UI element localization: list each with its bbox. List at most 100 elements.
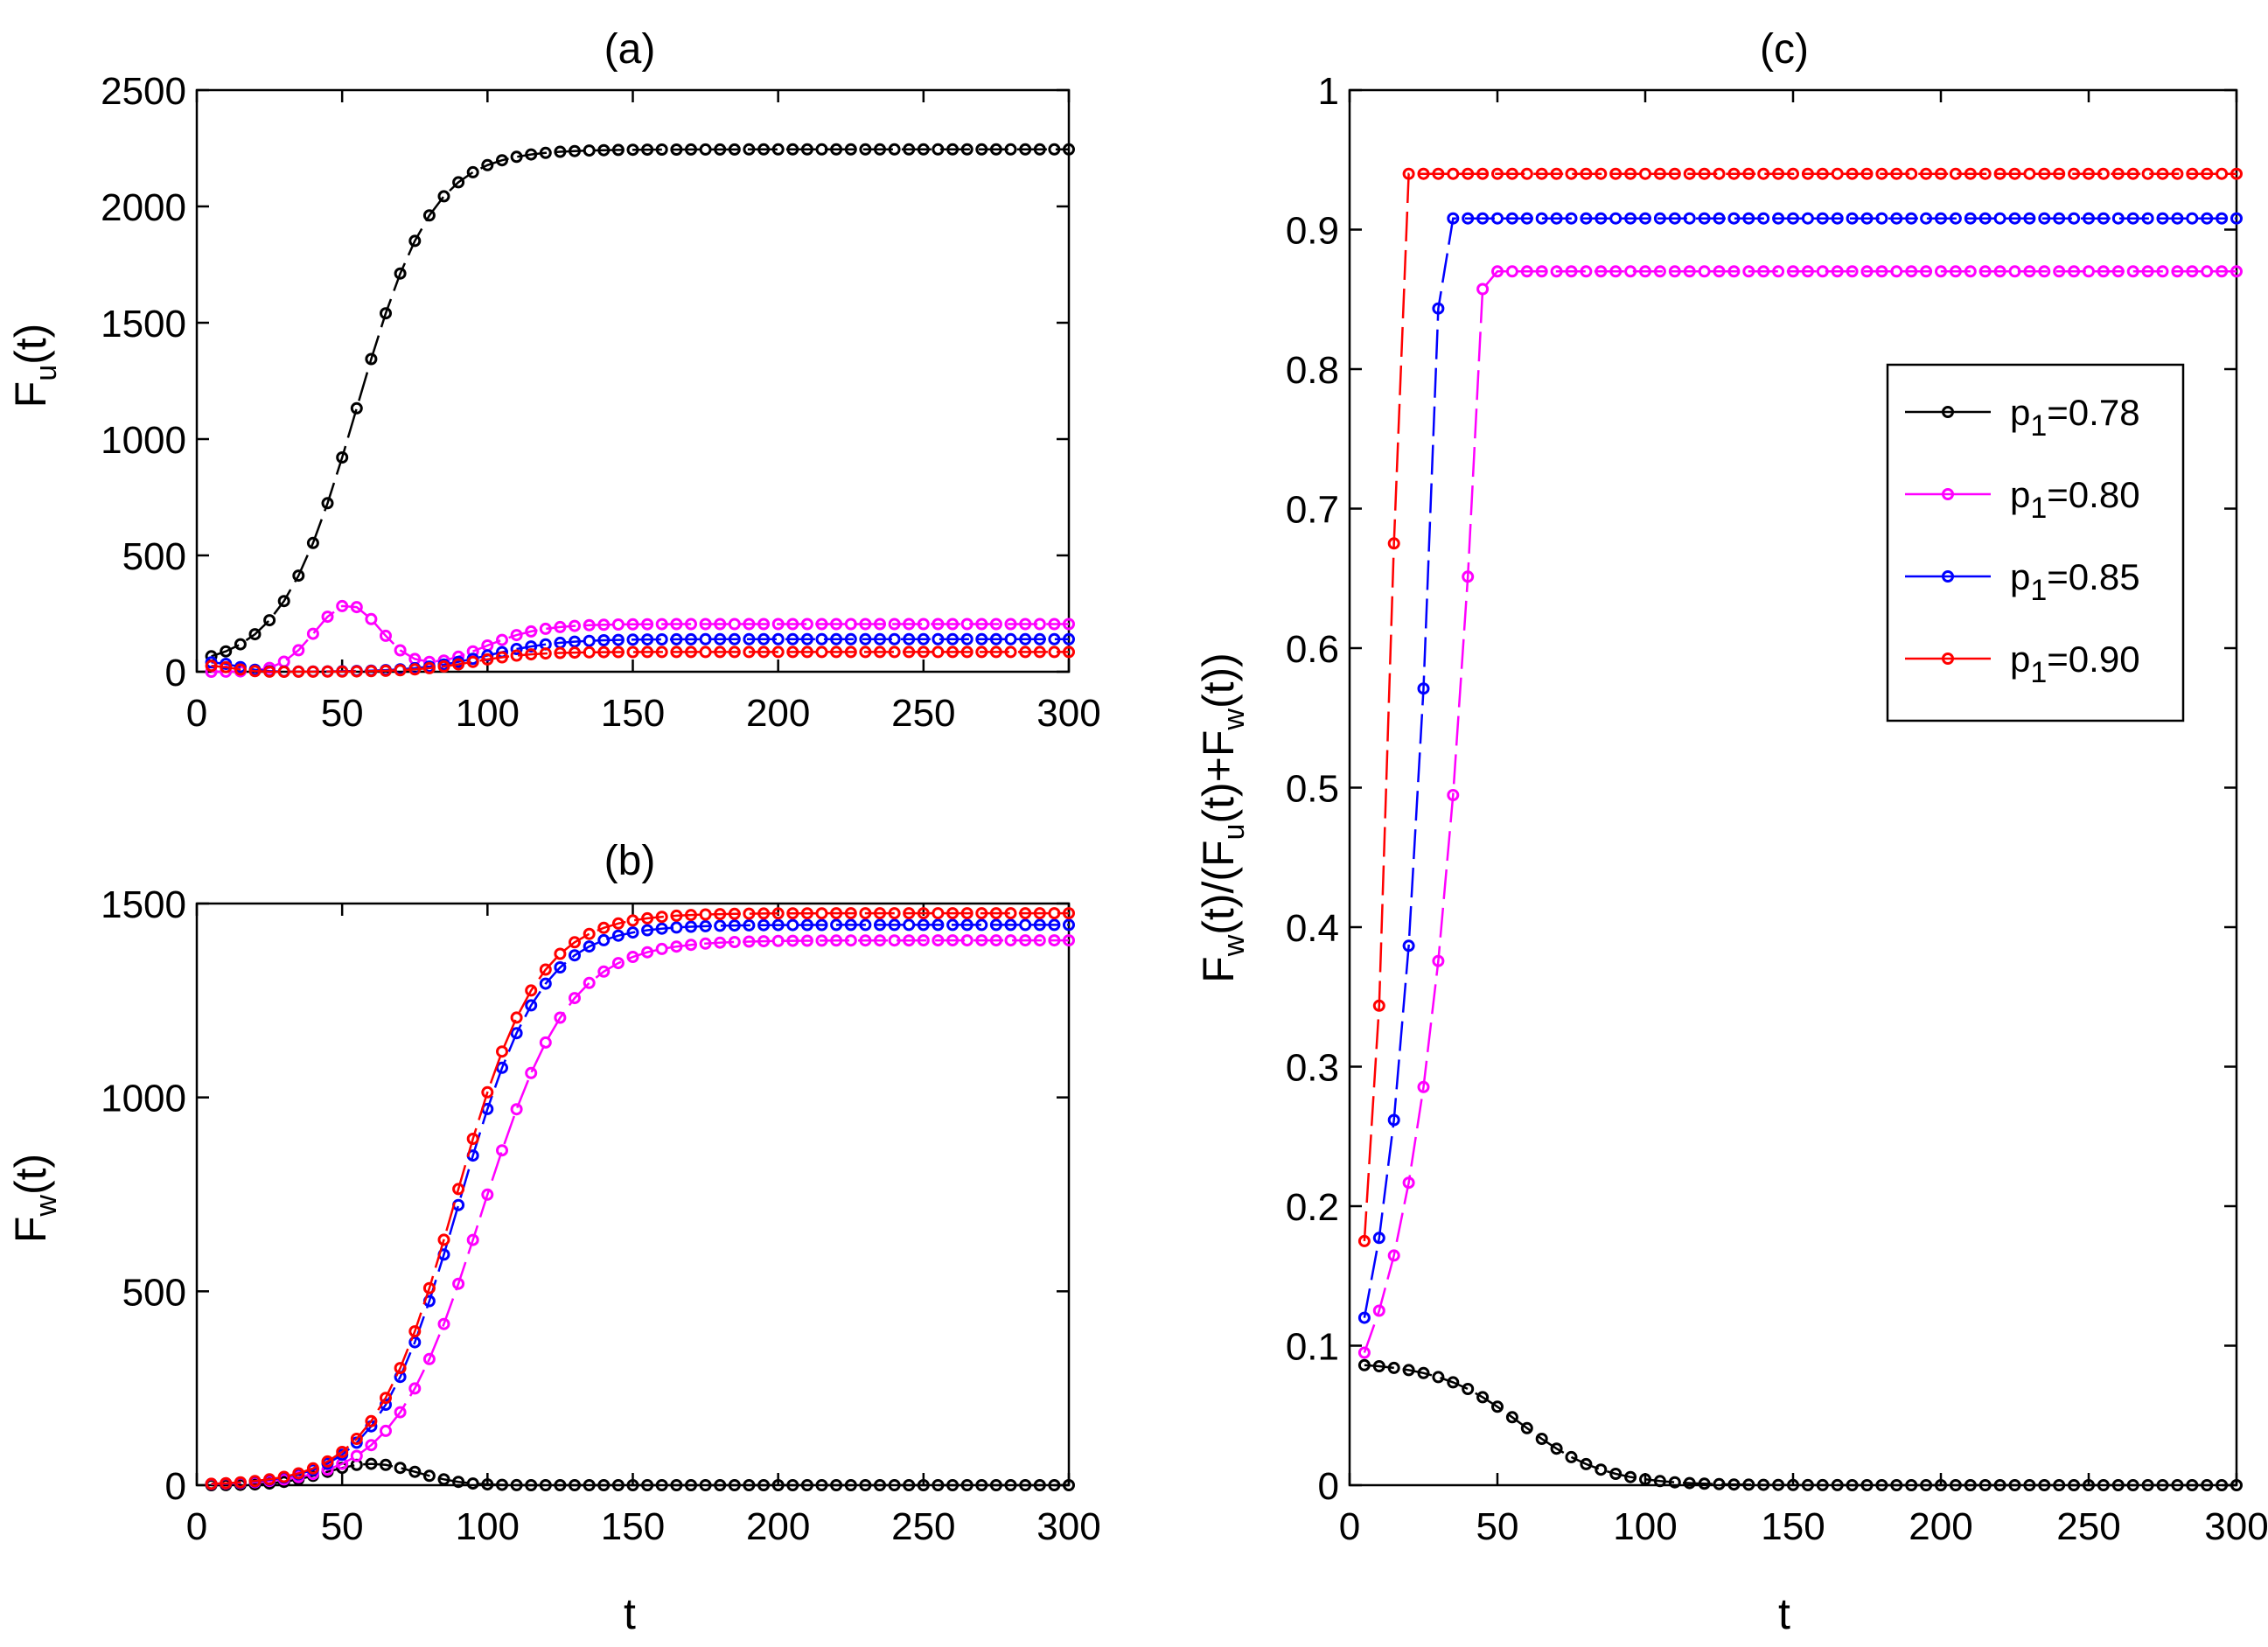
- data-point: [903, 918, 916, 932]
- data-point: [234, 663, 247, 676]
- data-point: [1417, 1080, 1430, 1093]
- data-point: [1978, 167, 1992, 180]
- data-point: [699, 908, 712, 921]
- data-point: [757, 907, 771, 920]
- ylabel-part: (t)): [1194, 653, 1243, 708]
- data-point: [989, 907, 1002, 920]
- data-point: [597, 1479, 611, 1491]
- data-point: [757, 632, 771, 646]
- data-point: [408, 234, 422, 248]
- data-point: [1949, 265, 1962, 278]
- data-point: [1713, 167, 1726, 180]
- ylabel-part: (t)/(F: [1194, 840, 1243, 934]
- series-line: [211, 604, 1069, 673]
- data-point: [874, 143, 886, 156]
- data-point: [611, 143, 625, 157]
- data-point: [2156, 167, 2169, 180]
- data-point: [597, 921, 611, 934]
- x-tick-label: 0: [186, 692, 207, 735]
- data-point: [2186, 167, 2199, 180]
- data-point: [830, 618, 843, 631]
- data-point: [1505, 265, 1518, 278]
- legend-item: p1=0.90: [1905, 639, 2140, 689]
- data-point: [583, 976, 596, 989]
- data-point: [757, 1479, 771, 1491]
- data-point: [611, 957, 625, 970]
- data-point: [670, 909, 683, 922]
- data-point: [2008, 167, 2021, 180]
- data-point: [336, 665, 349, 678]
- panel-c-x-axis-label: t: [1778, 1589, 1790, 1638]
- data-point: [452, 658, 465, 671]
- data-point: [408, 663, 422, 676]
- data-point: [510, 1103, 523, 1116]
- data-point: [670, 940, 683, 953]
- data-point: [1609, 212, 1622, 225]
- data-point: [2141, 212, 2154, 225]
- data-point: [380, 664, 392, 677]
- data-point: [989, 1479, 1002, 1491]
- data-point: [844, 934, 857, 947]
- data-point: [1063, 632, 1075, 646]
- data-point: [306, 1462, 319, 1475]
- data-point: [321, 1463, 334, 1476]
- data-point: [743, 646, 756, 659]
- data-point: [1787, 167, 1799, 180]
- data-point: [525, 640, 538, 653]
- data-point: [510, 1478, 523, 1491]
- data-point: [917, 632, 930, 646]
- data-point: [2171, 265, 2184, 278]
- data-point: [248, 628, 262, 641]
- data-point: [1491, 167, 1504, 180]
- data-point: [452, 1476, 465, 1489]
- data-point: [1801, 265, 1814, 278]
- data-point: [815, 143, 828, 156]
- data-point: [1357, 1234, 1371, 1247]
- svg-text:Fw(t)/(Fu(t)+Fw(t)): Fw(t)/(Fu(t)+Fw(t)): [1194, 653, 1251, 983]
- data-point: [2230, 265, 2243, 278]
- legend-marker: [1942, 653, 1954, 665]
- data-point: [277, 655, 290, 668]
- data-point: [2053, 167, 2066, 180]
- data-point: [2038, 265, 2051, 278]
- data-point: [481, 653, 494, 666]
- data-point: [350, 401, 363, 415]
- data-point: [1935, 167, 1947, 180]
- data-point: [583, 1479, 596, 1491]
- series-line: [211, 651, 1069, 673]
- ylabel-subscript: w: [1218, 934, 1251, 957]
- data-point: [1742, 1478, 1755, 1491]
- data-point: [626, 646, 639, 659]
- data-point: [2111, 1479, 2125, 1491]
- data-point: [800, 907, 813, 920]
- data-point: [1993, 212, 2006, 225]
- data-point: [874, 632, 886, 646]
- data-point: [800, 143, 813, 156]
- data-point: [525, 1479, 538, 1491]
- data-point: [1964, 212, 1977, 225]
- y-tick-label: 500: [122, 1271, 186, 1314]
- data-point: [2068, 212, 2081, 225]
- panel-a-title: (a): [604, 26, 656, 73]
- data-point: [554, 145, 567, 158]
- data-point: [2083, 265, 2095, 278]
- data-point: [1387, 537, 1400, 550]
- data-point: [1033, 918, 1046, 932]
- data-point: [946, 918, 960, 932]
- data-point: [2111, 265, 2125, 278]
- data-point: [2023, 167, 2036, 180]
- data-point: [394, 644, 407, 657]
- data-point: [1372, 1232, 1385, 1245]
- data-point: [1019, 907, 1032, 920]
- panel-c: (c) Fw(t)/(Fu(t)+Fw(t)) t 0 50 100 150 200 25…: [1194, 26, 2268, 1638]
- data-point: [2230, 1479, 2243, 1491]
- panel-b-title: (b): [604, 838, 656, 884]
- data-point: [859, 143, 872, 156]
- data-point: [481, 1085, 494, 1099]
- data-point: [394, 664, 407, 677]
- data-point: [1505, 212, 1518, 225]
- data-point: [1033, 143, 1046, 156]
- panel-c-plot-area: 0 50 100 150 200 250 300 0 0.1 0.2 0.3 0.4 0.5 0.6 0.7…: [1286, 70, 2268, 1548]
- legend: p1=0.78 p1=0.80 p1=0.85 p1=0.90: [1886, 363, 2185, 722]
- data-point: [1993, 265, 2006, 278]
